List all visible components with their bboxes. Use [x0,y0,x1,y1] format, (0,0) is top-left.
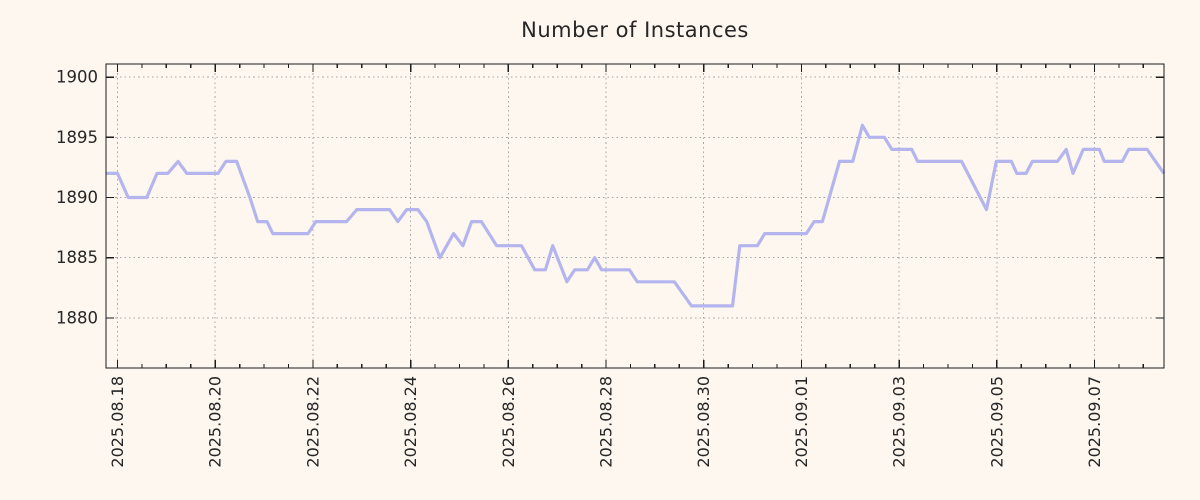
x-tick-label: 2025.09.01 [792,376,811,468]
tick-marks [106,64,1164,368]
chart-title: Number of Instances [521,18,749,42]
y-tick-label: 1890 [56,188,98,207]
x-tick-label: 2025.08.26 [499,376,518,468]
x-tick-labels: 2025.08.18 2025.08.20 2025.08.22 2025.08.24… [108,376,1104,468]
y-tick-labels: 1880 1885 1890 1895 1900 [56,68,98,328]
x-tick-label: 2025.08.22 [303,376,322,468]
x-tick-label: 2025.08.18 [108,376,127,468]
x-tick-label: 2025.09.05 [987,376,1006,468]
x-tick-label: 2025.08.28 [597,376,616,468]
gridlines [106,64,1164,368]
series-line [105,123,1166,308]
y-tick-label: 1895 [56,128,98,147]
x-tick-label: 2025.08.20 [206,376,225,468]
y-tick-label: 1880 [56,308,98,327]
y-tick-label: 1900 [56,68,98,87]
x-tick-label: 2025.09.07 [1085,376,1104,468]
plot-border [105,63,1165,369]
x-tick-label: 2025.08.24 [401,376,420,468]
x-tick-label: 2025.09.03 [890,376,909,468]
y-tick-label: 1885 [56,248,98,267]
x-tick-label: 2025.08.30 [694,376,713,468]
